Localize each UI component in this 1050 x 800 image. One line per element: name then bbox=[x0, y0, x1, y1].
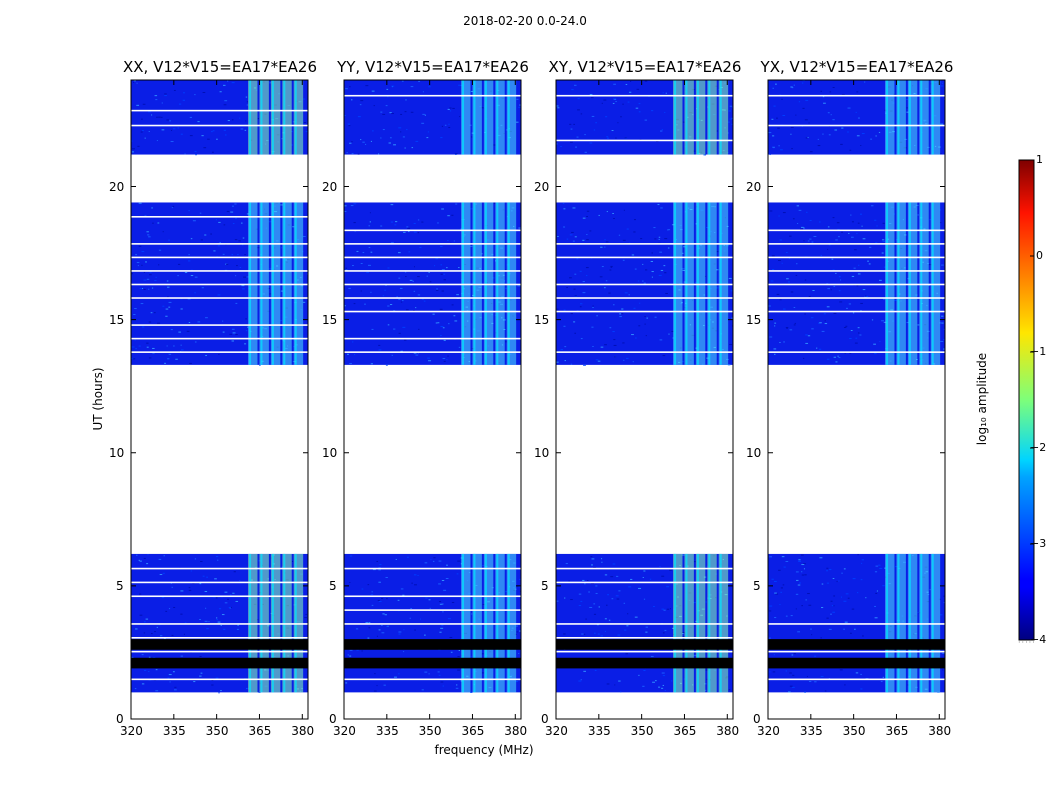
x-tick-label: 350 bbox=[842, 724, 866, 738]
rfi-column bbox=[282, 80, 292, 155]
panel-xy bbox=[555, 79, 734, 720]
colorbar-tick-label: −2 bbox=[1030, 441, 1047, 454]
rfi-column bbox=[259, 80, 269, 155]
panel-title-xx: XX, V12*V15=EA17*EA26 bbox=[122, 58, 317, 76]
blanked-row bbox=[131, 639, 308, 650]
rfi-column bbox=[293, 80, 304, 155]
blanked-row bbox=[344, 639, 521, 650]
x-tick-label: 380 bbox=[291, 724, 315, 738]
x-tick-label: 320 bbox=[120, 724, 143, 738]
rfi-column bbox=[718, 80, 729, 155]
y-tick-label: 5 bbox=[753, 578, 761, 593]
y-tick-label: 20 bbox=[109, 179, 125, 194]
rfi-column bbox=[270, 80, 281, 155]
x-tick-label: 335 bbox=[799, 724, 823, 738]
x-tick-label: 320 bbox=[757, 724, 780, 738]
y-tick-label: 10 bbox=[534, 445, 550, 460]
blanked-row bbox=[556, 657, 733, 669]
x-tick-label: 380 bbox=[716, 724, 740, 738]
rfi-column bbox=[885, 80, 895, 155]
rfi-column bbox=[919, 80, 929, 155]
rfi-column bbox=[695, 80, 706, 155]
y-axis-label: UT (hours) bbox=[91, 367, 105, 431]
rfi-column bbox=[684, 80, 694, 155]
rfi-column bbox=[896, 80, 906, 155]
axes-frame bbox=[555, 79, 734, 720]
y-tick-label: 0 bbox=[329, 712, 337, 726]
panel-title-yy: YY, V12*V15=EA17*EA26 bbox=[337, 58, 529, 76]
y-tick-label: 20 bbox=[322, 179, 338, 194]
x-tick-label: 350 bbox=[630, 724, 654, 738]
rfi-column bbox=[707, 80, 717, 155]
blanked-row bbox=[131, 657, 308, 669]
data-segment bbox=[556, 80, 733, 155]
figure-title: 2018-02-20 0.0-24.0 bbox=[463, 14, 587, 28]
x-tick-label: 350 bbox=[205, 724, 229, 738]
x-tick-label: 365 bbox=[248, 724, 272, 738]
x-tick-label: 365 bbox=[885, 724, 909, 738]
rfi-column bbox=[673, 80, 683, 155]
rfi-column bbox=[483, 80, 494, 155]
x-tick-label: 365 bbox=[673, 724, 697, 738]
colorbar-footer: ····· bbox=[1018, 638, 1036, 647]
y-tick-label: 5 bbox=[541, 578, 549, 593]
x-tick-label: 350 bbox=[418, 724, 442, 738]
y-tick-label: 15 bbox=[109, 312, 125, 327]
blanked-row bbox=[556, 639, 733, 650]
colorbar-tick-label: −3 bbox=[1030, 537, 1047, 550]
y-tick-label: 0 bbox=[541, 712, 549, 726]
y-tick-label: 15 bbox=[534, 312, 550, 327]
rfi-column bbox=[930, 80, 941, 155]
y-tick-label: 15 bbox=[322, 312, 338, 327]
y-tick-label: 15 bbox=[746, 312, 762, 327]
y-tick-label: 5 bbox=[116, 578, 124, 593]
colorbar-label: log₁₀ amplitude bbox=[975, 352, 989, 446]
x-tick-label: 365 bbox=[461, 724, 485, 738]
axes-frame bbox=[343, 79, 522, 720]
x-tick-label: 320 bbox=[333, 724, 356, 738]
y-tick-label: 0 bbox=[753, 712, 761, 726]
data-segment bbox=[344, 80, 521, 155]
y-tick-label: 5 bbox=[329, 578, 337, 593]
y-tick-label: 0 bbox=[116, 712, 124, 726]
panel-title-xy: XY, V12*V15=EA17*EA26 bbox=[548, 58, 742, 76]
blanked-row bbox=[768, 639, 945, 650]
data-segment bbox=[768, 80, 945, 155]
rfi-column bbox=[495, 80, 505, 155]
x-tick-label: 335 bbox=[587, 724, 611, 738]
y-tick-label: 10 bbox=[109, 445, 125, 460]
rfi-column bbox=[506, 80, 517, 155]
panel-yx bbox=[767, 79, 946, 720]
x-axis-label: frequency (MHz) bbox=[434, 743, 534, 757]
x-tick-label: 380 bbox=[504, 724, 528, 738]
axes-frame bbox=[767, 79, 946, 720]
y-tick-label: 20 bbox=[746, 179, 762, 194]
x-tick-label: 380 bbox=[928, 724, 952, 738]
rfi-column bbox=[461, 80, 471, 155]
x-tick-label: 335 bbox=[375, 724, 399, 738]
y-tick-label: 10 bbox=[322, 445, 338, 460]
axes-frame bbox=[130, 79, 309, 720]
colorbar bbox=[1018, 159, 1035, 641]
colorbar-tick-label: 0 bbox=[1036, 249, 1043, 262]
rfi-column bbox=[907, 80, 918, 155]
x-tick-label: 335 bbox=[162, 724, 186, 738]
panel-title-yx: YX, V12*V15=EA17*EA26 bbox=[760, 58, 954, 76]
x-tick-label: 320 bbox=[545, 724, 568, 738]
colorbar-tick-label: 1 bbox=[1036, 153, 1043, 166]
blanked-row bbox=[344, 657, 521, 669]
rfi-column bbox=[248, 80, 258, 155]
colorbar-tick-label: −1 bbox=[1030, 345, 1047, 358]
y-tick-label: 10 bbox=[746, 445, 762, 460]
panel-xx bbox=[130, 79, 309, 720]
blanked-row bbox=[768, 657, 945, 669]
colorbar-tick-label: −4 bbox=[1030, 633, 1047, 646]
panel-yy bbox=[343, 79, 522, 720]
y-tick-label: 20 bbox=[534, 179, 550, 194]
rfi-column bbox=[472, 80, 482, 155]
